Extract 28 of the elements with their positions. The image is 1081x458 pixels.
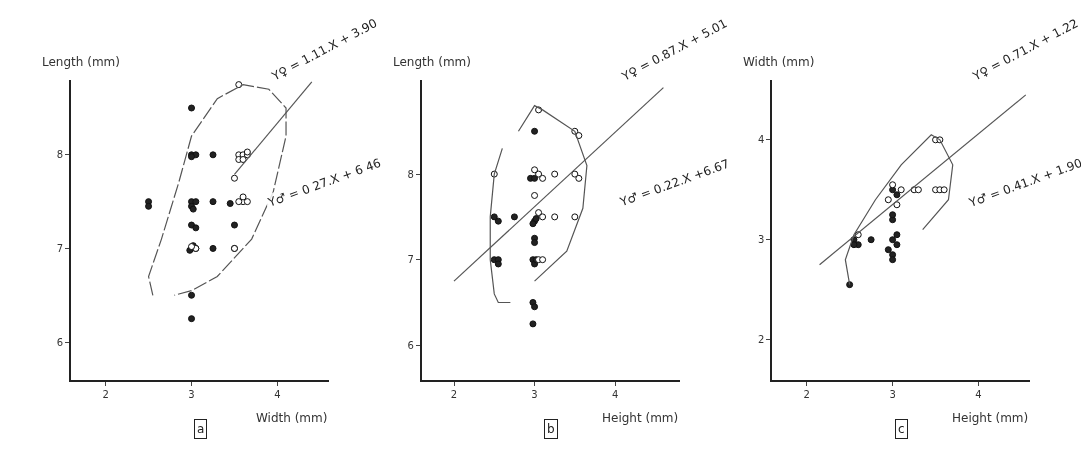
y-tick-label: 6 xyxy=(56,336,64,348)
x-tick-label: 3 xyxy=(188,388,195,400)
y-tick-label: 3 xyxy=(757,234,765,246)
x-tick-label: 2 xyxy=(803,388,810,400)
x-tick-label: 2 xyxy=(102,388,109,400)
annotation: Y♂ = 0 27.X + 6 46 xyxy=(265,155,383,211)
x-axis-title: Height (mm) xyxy=(602,411,679,425)
y-tick-label: 4 xyxy=(757,134,765,146)
y-tick-label: 7 xyxy=(56,242,64,254)
y-axis-title: Length (mm) xyxy=(42,55,120,69)
y-axis-title: Length (mm) xyxy=(393,55,471,69)
x-tick-label: 4 xyxy=(975,388,982,400)
text: a xyxy=(197,422,205,436)
y-tick-label: 8 xyxy=(407,168,414,180)
x-tick-label: 4 xyxy=(274,388,281,400)
y-tick-label: 6 xyxy=(407,339,414,351)
y-tick-label: 8 xyxy=(56,149,64,161)
y-tick-label: 2 xyxy=(757,334,765,346)
x-tick-label: 3 xyxy=(531,388,538,400)
y-tick-label: 7 xyxy=(407,254,414,266)
text: c xyxy=(898,422,905,436)
x-tick-label: 2 xyxy=(450,388,458,400)
text: b xyxy=(547,422,555,436)
x-axis-title: Width (mm) xyxy=(256,411,328,425)
x-axis-title: Height (mm) xyxy=(952,411,1029,425)
x-tick-label: 4 xyxy=(611,388,619,400)
y-axis-title: Width (mm) xyxy=(743,55,815,69)
x-tick-label: 3 xyxy=(889,388,896,400)
